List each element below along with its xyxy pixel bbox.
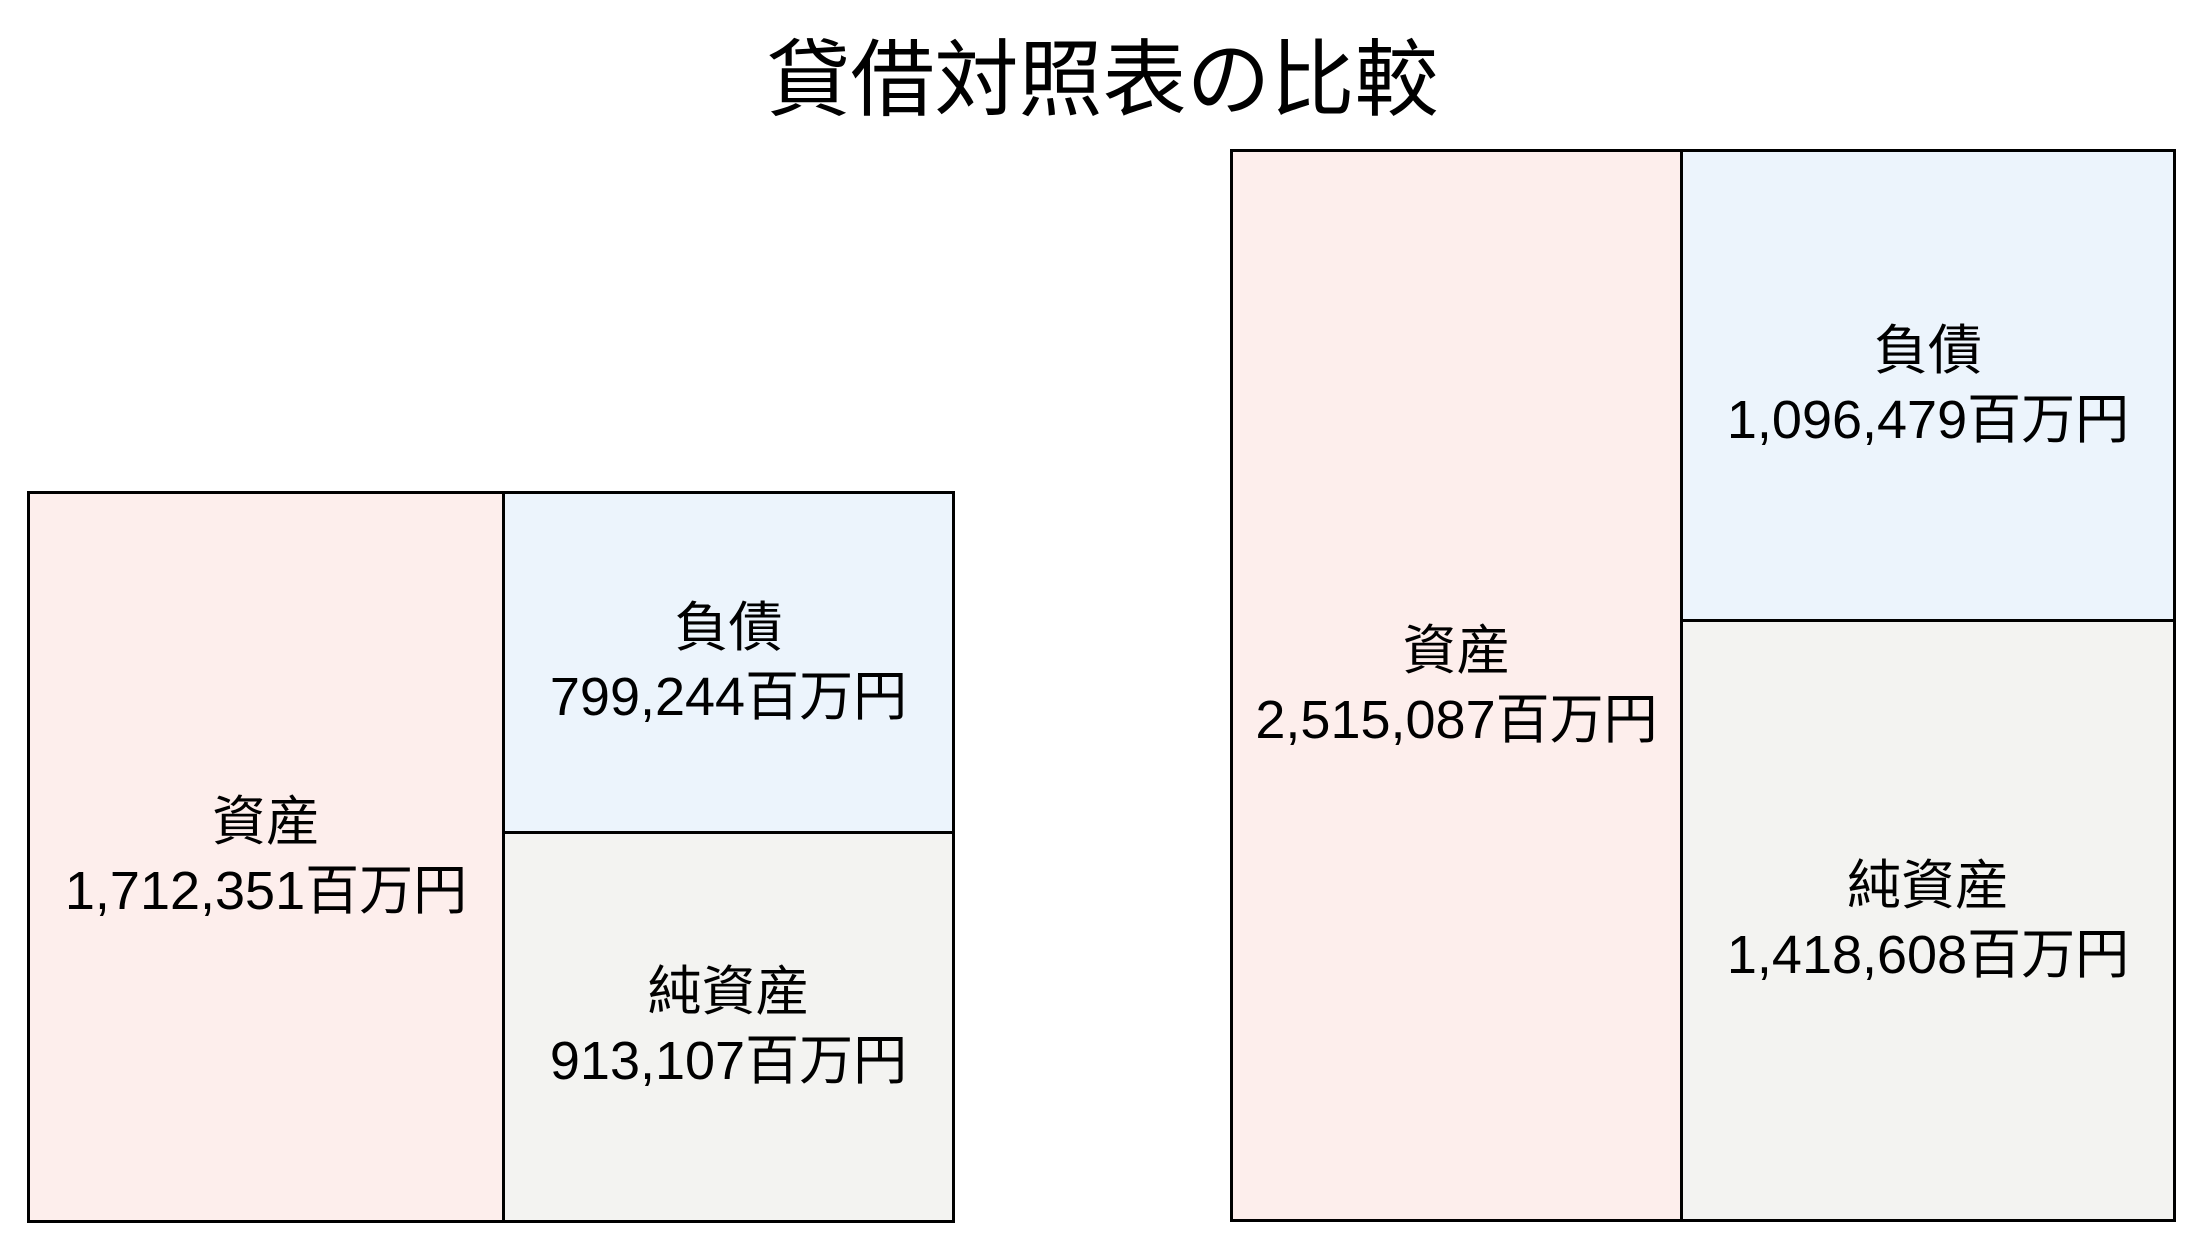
right-net-assets-label: 純資産 (1847, 855, 2009, 916)
right-liabilities-value: 1,096,479百万円 (1726, 389, 2130, 450)
left-assets-value: 1,712,351百万円 (64, 861, 468, 921)
left-balance-sheet: 資産 1,712,351百万円 負債 799,244百万円 純資産 913,10… (27, 491, 955, 1223)
left-net-assets-label: 純資産 (647, 962, 810, 1023)
left-liabilities-box: 負債 799,244百万円 (505, 494, 952, 834)
right-assets-value: 2,515,087百万円 (1255, 689, 1658, 750)
left-liabilities-value: 799,244百万円 (549, 666, 908, 727)
left-assets-box: 資産 1,712,351百万円 (30, 494, 505, 1220)
left-net-assets-box: 純資産 913,107百万円 (505, 834, 952, 1220)
right-net-assets-box: 純資産 1,418,608百万円 (1683, 622, 2173, 1219)
right-assets-box: 資産 2,515,087百万円 (1233, 152, 1683, 1219)
left-liabilities-label: 負債 (674, 597, 783, 658)
right-balance-sheet: 資産 2,515,087百万円 負債 1,096,479百万円 純資産 1,41… (1230, 149, 2176, 1222)
left-assets-label: 資産 (212, 792, 320, 853)
page-title: 貸借対照表の比較 (766, 33, 1439, 127)
right-liabilities-box: 負債 1,096,479百万円 (1683, 152, 2173, 622)
right-assets-label: 資産 (1402, 620, 1511, 681)
left-net-assets-value: 913,107百万円 (549, 1031, 908, 1091)
right-liabilities-label: 負債 (1874, 320, 1982, 381)
right-net-assets-value: 1,418,608百万円 (1726, 924, 2130, 985)
